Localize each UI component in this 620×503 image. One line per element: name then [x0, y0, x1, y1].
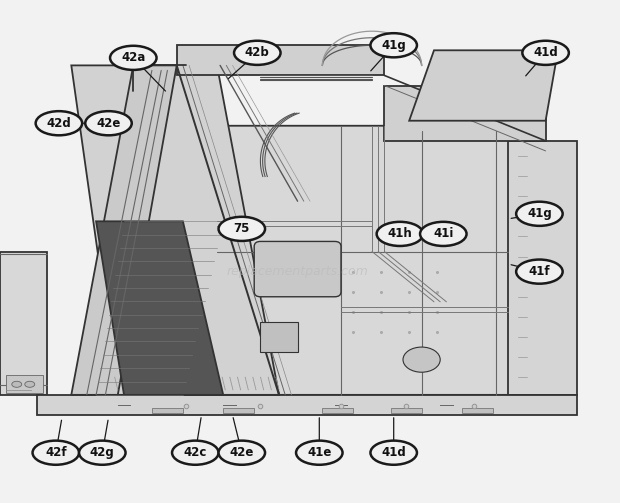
Ellipse shape [420, 222, 466, 246]
Polygon shape [217, 126, 508, 395]
Polygon shape [384, 86, 546, 141]
Ellipse shape [25, 381, 35, 387]
Text: 42b: 42b [245, 46, 270, 59]
FancyBboxPatch shape [254, 241, 341, 297]
Text: replacementparts.com: replacementparts.com [227, 265, 368, 278]
Polygon shape [37, 395, 577, 415]
Ellipse shape [522, 41, 569, 65]
Polygon shape [508, 141, 577, 395]
Polygon shape [0, 252, 46, 395]
Text: 41i: 41i [433, 227, 453, 240]
Ellipse shape [35, 111, 82, 135]
Ellipse shape [296, 441, 342, 465]
Text: 41h: 41h [388, 227, 412, 240]
Text: 41d: 41d [381, 446, 406, 459]
Ellipse shape [32, 441, 79, 465]
Ellipse shape [371, 33, 417, 57]
Polygon shape [6, 375, 43, 393]
Polygon shape [223, 408, 254, 413]
Polygon shape [177, 45, 384, 75]
Ellipse shape [218, 217, 265, 241]
Text: 41d: 41d [533, 46, 558, 59]
Text: 41e: 41e [307, 446, 332, 459]
Text: 42d: 42d [46, 117, 71, 130]
Ellipse shape [516, 260, 563, 284]
Ellipse shape [371, 441, 417, 465]
Polygon shape [217, 126, 546, 395]
Ellipse shape [403, 347, 440, 372]
Text: 41g: 41g [527, 207, 552, 220]
Text: 42a: 42a [121, 51, 146, 64]
Text: 42c: 42c [184, 446, 207, 459]
Polygon shape [71, 65, 177, 395]
Polygon shape [322, 408, 353, 413]
Ellipse shape [79, 441, 125, 465]
Polygon shape [391, 408, 422, 413]
Text: 42e: 42e [229, 446, 254, 459]
Polygon shape [260, 322, 298, 352]
Polygon shape [96, 221, 223, 395]
Text: 75: 75 [234, 222, 250, 235]
Ellipse shape [86, 111, 131, 135]
Ellipse shape [377, 222, 423, 246]
Text: 42f: 42f [45, 446, 66, 459]
Text: 42g: 42g [90, 446, 115, 459]
Ellipse shape [234, 41, 280, 65]
Ellipse shape [172, 441, 219, 465]
Ellipse shape [516, 202, 563, 226]
Ellipse shape [12, 381, 22, 387]
Ellipse shape [110, 46, 156, 70]
Text: 41f: 41f [529, 265, 550, 278]
Polygon shape [71, 65, 279, 395]
Ellipse shape [218, 441, 265, 465]
Polygon shape [409, 50, 558, 121]
Text: 41g: 41g [381, 39, 406, 52]
Text: 42e: 42e [96, 117, 121, 130]
Polygon shape [462, 408, 493, 413]
Polygon shape [152, 408, 183, 413]
